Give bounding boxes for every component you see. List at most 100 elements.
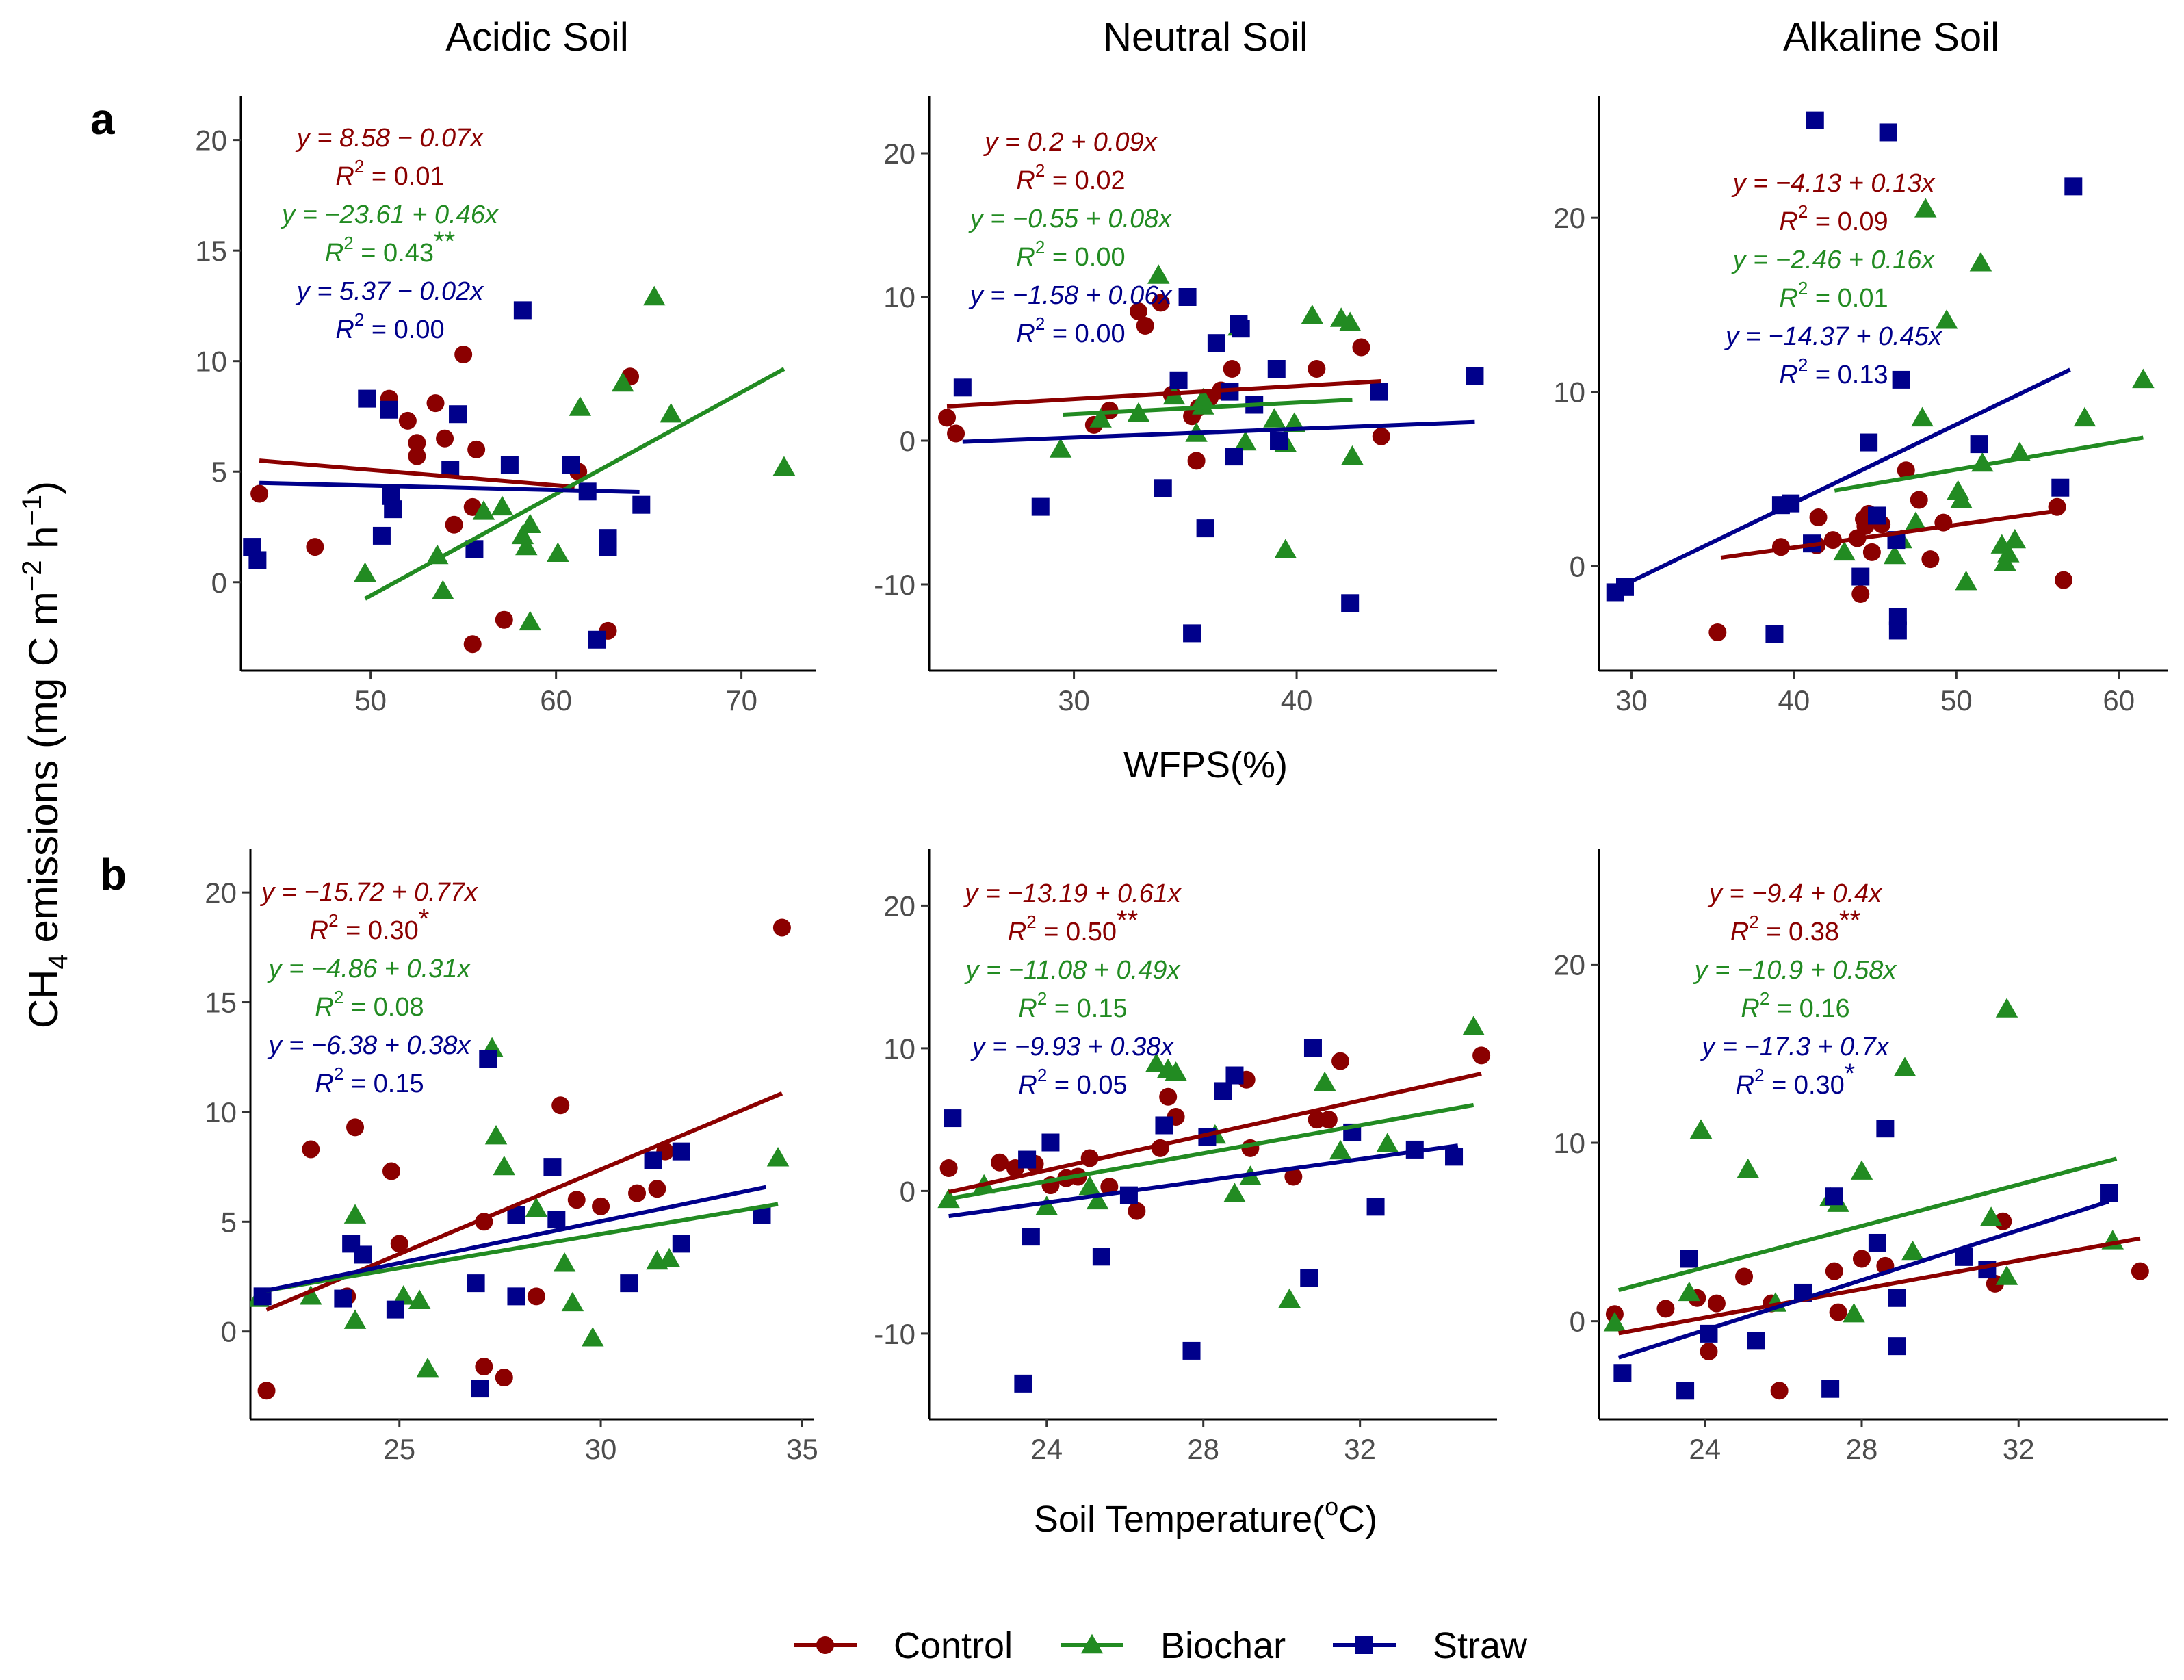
x-tick-label: 35 — [786, 1433, 818, 1465]
control-point — [463, 635, 482, 654]
biochar-point — [1078, 1175, 1101, 1196]
y-tick-label: 10 — [205, 1096, 237, 1128]
control-r-squared: R2 = 0.30* — [310, 904, 430, 945]
y-tick-label: -10 — [874, 1318, 915, 1350]
biochar-r-squared: R2 = 0.08 — [315, 987, 424, 1022]
straw-point — [479, 1050, 497, 1068]
straw-point — [380, 400, 398, 419]
control-point — [1308, 360, 1326, 378]
y-axis-title-main: emissions (mg C m — [21, 591, 66, 954]
biochar-point — [493, 1155, 516, 1176]
biochar-point — [1995, 998, 2018, 1018]
control-equation: y = 8.58 − 0.07x — [295, 124, 485, 153]
straw-point — [632, 495, 651, 514]
straw-point — [1196, 519, 1214, 538]
control-regression-line — [259, 458, 575, 489]
legend: Control Biochar Straw — [794, 1625, 1528, 1666]
straw-r-squared: R2 = 0.13 — [1779, 354, 1888, 389]
y-tick-label: 15 — [205, 987, 237, 1019]
control-point — [939, 1159, 958, 1178]
biochar-point — [519, 513, 541, 533]
biochar-point — [660, 402, 682, 423]
control-point — [426, 394, 445, 413]
control-point — [1910, 491, 1928, 509]
biochar-point — [491, 495, 514, 516]
control-point — [1656, 1300, 1675, 1318]
control-point — [250, 484, 269, 503]
x-tick-label: 60 — [2103, 684, 2135, 716]
biochar-regression-line — [364, 367, 785, 601]
control-equation: y = −4.13 + 0.13x — [1731, 169, 1936, 198]
control-point — [1735, 1267, 1754, 1286]
straw-equation: y = −14.37 + 0.45x — [1724, 322, 1943, 351]
biochar-point — [1603, 1312, 1626, 1332]
biochar-point — [2003, 528, 2027, 549]
control-point — [1223, 360, 1241, 378]
series-straw — [953, 288, 1484, 643]
x-tick-label: 60 — [540, 684, 572, 716]
straw-point — [1888, 1337, 1906, 1356]
straw-regression-line — [258, 1185, 766, 1295]
control-point — [463, 497, 482, 516]
biochar-point — [1086, 1189, 1109, 1210]
y-axis-title-sub: 4 — [43, 954, 73, 969]
biochar-point — [1689, 1119, 1713, 1139]
straw-point — [449, 405, 467, 424]
control-point — [1852, 1250, 1871, 1268]
biochar-point — [1165, 1061, 1187, 1081]
control-point — [302, 1140, 320, 1159]
straw-equation: y = −9.93 + 0.38x — [970, 1033, 1175, 1061]
y-tick-label: 10 — [883, 281, 915, 313]
straw-point — [1214, 1082, 1232, 1100]
straw-point — [500, 456, 519, 474]
biochar-point — [1833, 541, 1856, 561]
control-equation: y = 0.2 + 0.09x — [983, 128, 1158, 157]
control-point — [306, 538, 324, 556]
control-point — [495, 1369, 513, 1387]
y-tick-label: 15 — [195, 235, 227, 267]
x-tick-label: 40 — [1281, 684, 1313, 716]
biochar-point — [1850, 1160, 1873, 1180]
biochar-point — [1341, 445, 1364, 465]
biochar-point — [416, 1357, 439, 1378]
y-tick-label: 0 — [900, 425, 915, 457]
biochar-regression-line — [262, 1202, 779, 1293]
biochar-r-squared: R2 = 0.15 — [1018, 988, 1127, 1023]
x-tick-label: 28 — [1846, 1433, 1878, 1465]
control-point — [551, 1096, 570, 1115]
straw-point — [1300, 1269, 1318, 1287]
straw-point — [1366, 1198, 1385, 1216]
biochar-point — [2073, 406, 2096, 427]
straw-point — [588, 630, 606, 649]
straw-point — [1018, 1150, 1037, 1169]
panel-a-alkaline-soil: 0 10 20 30 40 50 60 y = −4.13 + 0.13x R2 = 0.09 y… — [1553, 96, 2168, 716]
biochar-point — [1901, 1240, 1924, 1261]
straw-point — [1680, 1250, 1698, 1268]
control-point — [567, 1191, 586, 1209]
straw-r-squared: R2 = 0.05 — [1018, 1065, 1127, 1100]
control-point — [382, 1162, 400, 1180]
straw-point — [672, 1235, 690, 1253]
biochar-point — [1737, 1158, 1760, 1178]
legend-item-biochar: Biochar — [1061, 1625, 1286, 1666]
biochar-point — [1049, 438, 1072, 458]
straw-regression-line — [962, 419, 1475, 444]
straw-regression-line — [259, 480, 640, 494]
control-point — [1862, 543, 1881, 561]
series-control — [938, 294, 1390, 470]
series-control — [250, 346, 640, 654]
biochar-point — [426, 544, 449, 565]
y-tick-label: 20 — [1553, 202, 1585, 234]
x-tick-label: 30 — [1615, 684, 1648, 716]
straw-point — [2100, 1184, 2118, 1202]
y-tick-label: 0 — [221, 1316, 237, 1348]
straw-point — [2051, 478, 2070, 497]
panel-a-neutral-soil: -10 0 10 20 30 40 y = 0.2 + 0.09x R2 = 0.02 y = … — [874, 96, 1497, 716]
x-tick-label: 30 — [1058, 684, 1090, 716]
y-tick-label: 20 — [1553, 948, 1585, 981]
straw-point — [543, 1158, 562, 1176]
x-tick-label: 32 — [2003, 1433, 2035, 1465]
biochar-equation: y = −2.46 + 0.16x — [1731, 246, 1936, 274]
